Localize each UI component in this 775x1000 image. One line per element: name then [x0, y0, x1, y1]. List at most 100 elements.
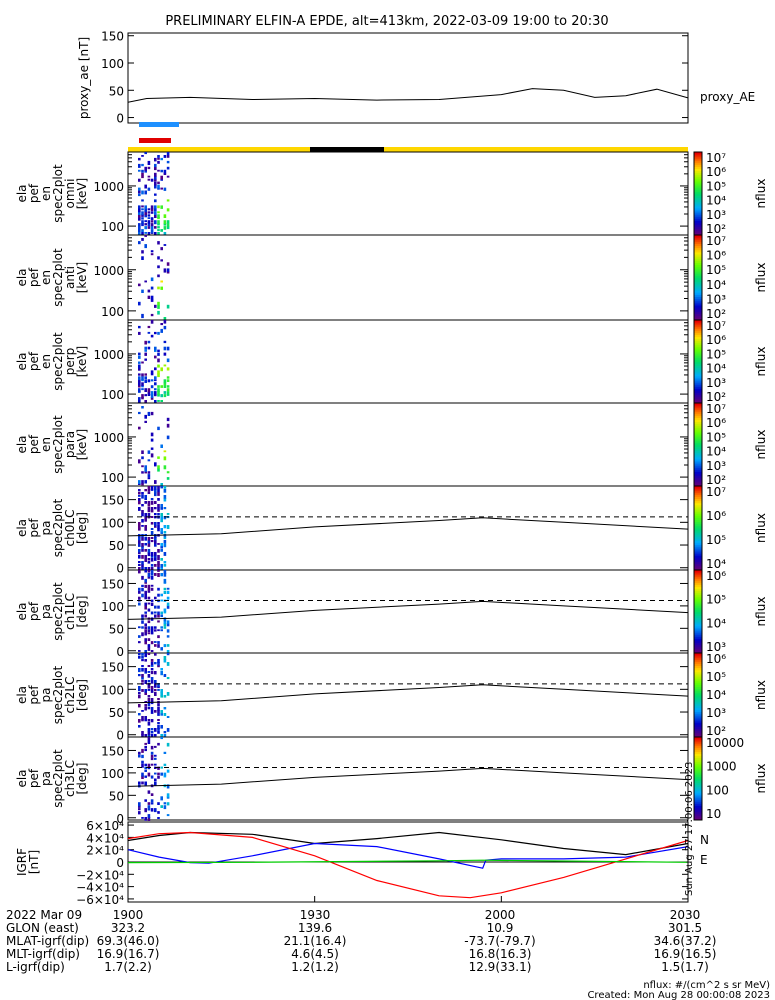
- spec-pixel: [166, 477, 170, 480]
- colorbar-cell: [694, 315, 702, 319]
- spec-pixel: [157, 205, 160, 209]
- colorbar-tick-label: 10²: [706, 307, 726, 321]
- spec-pixel: [154, 211, 157, 215]
- colorbar-cell: [694, 183, 702, 186]
- spec-pixel: [141, 238, 144, 241]
- colorbar-cell: [694, 256, 702, 259]
- colorbar-cell: [694, 500, 702, 504]
- spec-pixel: [166, 587, 170, 590]
- spec-pixel: [138, 498, 141, 501]
- spec-pixel: [147, 331, 151, 334]
- spec-pixel: [150, 710, 154, 714]
- spec-pixel: [150, 662, 154, 665]
- colorbar-cell: [694, 467, 702, 470]
- colorbar-cell: [694, 611, 702, 614]
- colorbar-cell: [694, 561, 702, 565]
- spec-pixel: [166, 623, 170, 627]
- colorbar-cell: [694, 594, 702, 598]
- colorbar-cell: [694, 160, 702, 163]
- colorbar-cell: [694, 507, 702, 510]
- spec-pixel: [163, 489, 167, 493]
- spec-pixel: [160, 259, 163, 262]
- colorbar-cell: [694, 342, 702, 346]
- spec-pixel: [157, 504, 160, 508]
- spec-pixel: [141, 763, 144, 768]
- spec-pixel: [154, 534, 157, 538]
- spec-pixel: [138, 211, 141, 215]
- spec-pixel: [144, 570, 147, 573]
- spec-pixel: [144, 525, 147, 528]
- loss-cone-curve: [127, 600, 689, 620]
- spec-pixel: [166, 223, 170, 227]
- spec-pixel: [160, 507, 163, 510]
- spec-pixel: [150, 552, 154, 557]
- spec-pixel: [150, 626, 154, 630]
- spec-pixel: [157, 160, 160, 164]
- colorbar-cell: [694, 220, 702, 223]
- spec-pixel: [147, 772, 151, 777]
- spec-pixel: [150, 570, 154, 574]
- colorbar-cell: [694, 737, 702, 740]
- colorbar-cell: [694, 247, 702, 251]
- spec-ylabel-line: perp: [63, 348, 77, 376]
- colorbar-cell: [694, 269, 702, 272]
- spec-pixel: [157, 385, 160, 388]
- spec-pixel: [157, 181, 160, 184]
- spec-pixel: [154, 772, 157, 775]
- colorbar-cell: [694, 419, 702, 423]
- proxy-ae-line: [127, 88, 689, 103]
- spec-pixel: [157, 713, 160, 716]
- colorbar-cell: [694, 258, 702, 261]
- spec-pixel: [141, 492, 144, 495]
- spec-pixel: [150, 802, 154, 805]
- colorbar-cell: [694, 488, 702, 491]
- colorbar-cell: [694, 181, 702, 184]
- spec-pixel: [147, 707, 151, 710]
- spec-pixel: [150, 602, 154, 606]
- igrf-ytick-label: −2×10⁴: [76, 868, 124, 882]
- spec-pixel: [166, 268, 170, 272]
- spec-pixel: [141, 674, 144, 678]
- colorbar-cell: [694, 232, 702, 236]
- spec-pixel: [154, 199, 157, 203]
- spec-pixel: [166, 590, 170, 594]
- colorbar-cell: [694, 790, 702, 794]
- spec-pixel: [154, 400, 157, 403]
- spec-pixel: [163, 498, 167, 502]
- spec-pixel: [147, 602, 151, 605]
- spec-pixel: [163, 340, 167, 344]
- colorbar-cell: [694, 216, 702, 219]
- spec-pixel: [144, 220, 147, 223]
- spec-pixel: [144, 719, 147, 722]
- colorbar-cell: [694, 634, 702, 637]
- spec-pixel: [141, 659, 144, 662]
- spec-pixel: [160, 169, 163, 173]
- spec-pixel: [163, 626, 167, 629]
- spec-pixel: [144, 471, 147, 474]
- spec-pixel: [150, 775, 154, 779]
- orbit-bar-eclipse: [310, 147, 384, 152]
- ephemeris-row-label: 2022 Mar 09: [6, 908, 82, 922]
- colorbar-cell: [694, 674, 702, 677]
- ephemeris-value: 1.5(1.7): [661, 960, 709, 974]
- colorbar-cell: [694, 815, 702, 819]
- spec-pixel: [150, 489, 154, 491]
- colorbar-cell: [694, 290, 702, 293]
- colorbar-cell: [694, 438, 702, 441]
- colorbar-cell: [694, 273, 702, 276]
- spec-panel-frame: [127, 151, 689, 236]
- spec-pixel: [160, 614, 163, 618]
- spec-pixel: [150, 208, 154, 212]
- spec-pixel: [154, 754, 157, 757]
- proxy-ae-ytick-label: 100: [101, 57, 124, 71]
- spec-pixel: [154, 611, 157, 614]
- spec-pixel: [163, 346, 167, 351]
- spec-pixel: [157, 686, 160, 689]
- colorbar-cell: [694, 657, 702, 660]
- colorbar-cell: [694, 245, 702, 249]
- spec-pixel: [150, 751, 154, 755]
- spec-pixel: [163, 232, 167, 236]
- spec-pixel: [138, 352, 141, 356]
- spec-pixel: [144, 781, 147, 786]
- spec-pixel: [163, 223, 167, 226]
